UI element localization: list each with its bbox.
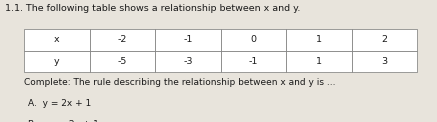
Bar xyxy=(90,29,155,51)
Text: -1: -1 xyxy=(249,57,258,66)
Text: y: y xyxy=(54,57,59,66)
Text: -3: -3 xyxy=(183,57,193,66)
Text: Complete: The rule describing the relationship between x and y is ...: Complete: The rule describing the relati… xyxy=(24,78,336,87)
Bar xyxy=(352,29,417,51)
Bar xyxy=(286,51,352,72)
Text: -5: -5 xyxy=(118,57,127,66)
Bar xyxy=(221,51,286,72)
Text: B.  y = −2x + 1: B. y = −2x + 1 xyxy=(28,120,99,122)
Bar xyxy=(24,29,90,51)
Text: x: x xyxy=(54,36,59,44)
Bar xyxy=(155,51,221,72)
Bar xyxy=(286,29,352,51)
Bar xyxy=(155,29,221,51)
Text: 1: 1 xyxy=(316,57,322,66)
Text: -2: -2 xyxy=(118,36,127,44)
Bar xyxy=(221,29,286,51)
Text: 1.1. The following table shows a relationship between x and y.: 1.1. The following table shows a relatio… xyxy=(5,4,301,13)
Bar xyxy=(352,51,417,72)
Text: 0: 0 xyxy=(250,36,257,44)
Bar xyxy=(24,51,90,72)
Bar xyxy=(90,51,155,72)
Text: 3: 3 xyxy=(382,57,388,66)
Text: A.  y = 2x + 1: A. y = 2x + 1 xyxy=(28,99,92,108)
Text: 1: 1 xyxy=(316,36,322,44)
Text: -1: -1 xyxy=(183,36,193,44)
Text: 2: 2 xyxy=(382,36,388,44)
